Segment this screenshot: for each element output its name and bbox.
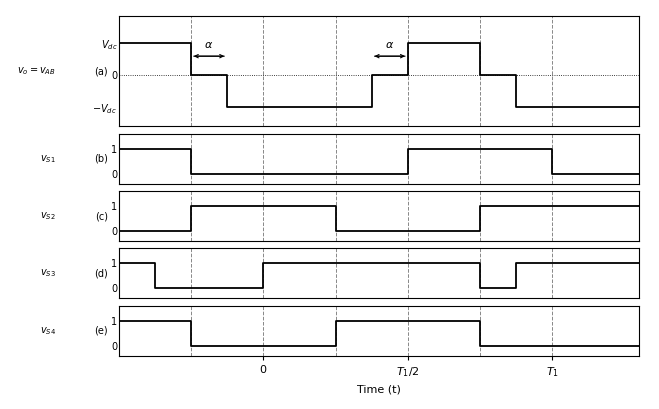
Text: $v_{S3}$: $v_{S3}$ — [40, 267, 56, 279]
Text: $v_{S1}$: $v_{S1}$ — [40, 153, 56, 164]
Text: (e): (e) — [95, 326, 108, 336]
Text: $\alpha$: $\alpha$ — [204, 40, 214, 50]
Text: (c): (c) — [95, 211, 108, 221]
Text: $\alpha$: $\alpha$ — [385, 40, 394, 50]
Text: (a): (a) — [95, 66, 108, 76]
Text: (d): (d) — [94, 268, 108, 279]
Text: $v_{S2}$: $v_{S2}$ — [40, 210, 56, 222]
Text: $v_{S4}$: $v_{S4}$ — [40, 325, 56, 337]
X-axis label: Time (t): Time (t) — [357, 384, 401, 394]
Text: $v_o = v_{AB}$: $v_o = v_{AB}$ — [17, 65, 56, 77]
Text: (b): (b) — [94, 154, 108, 164]
